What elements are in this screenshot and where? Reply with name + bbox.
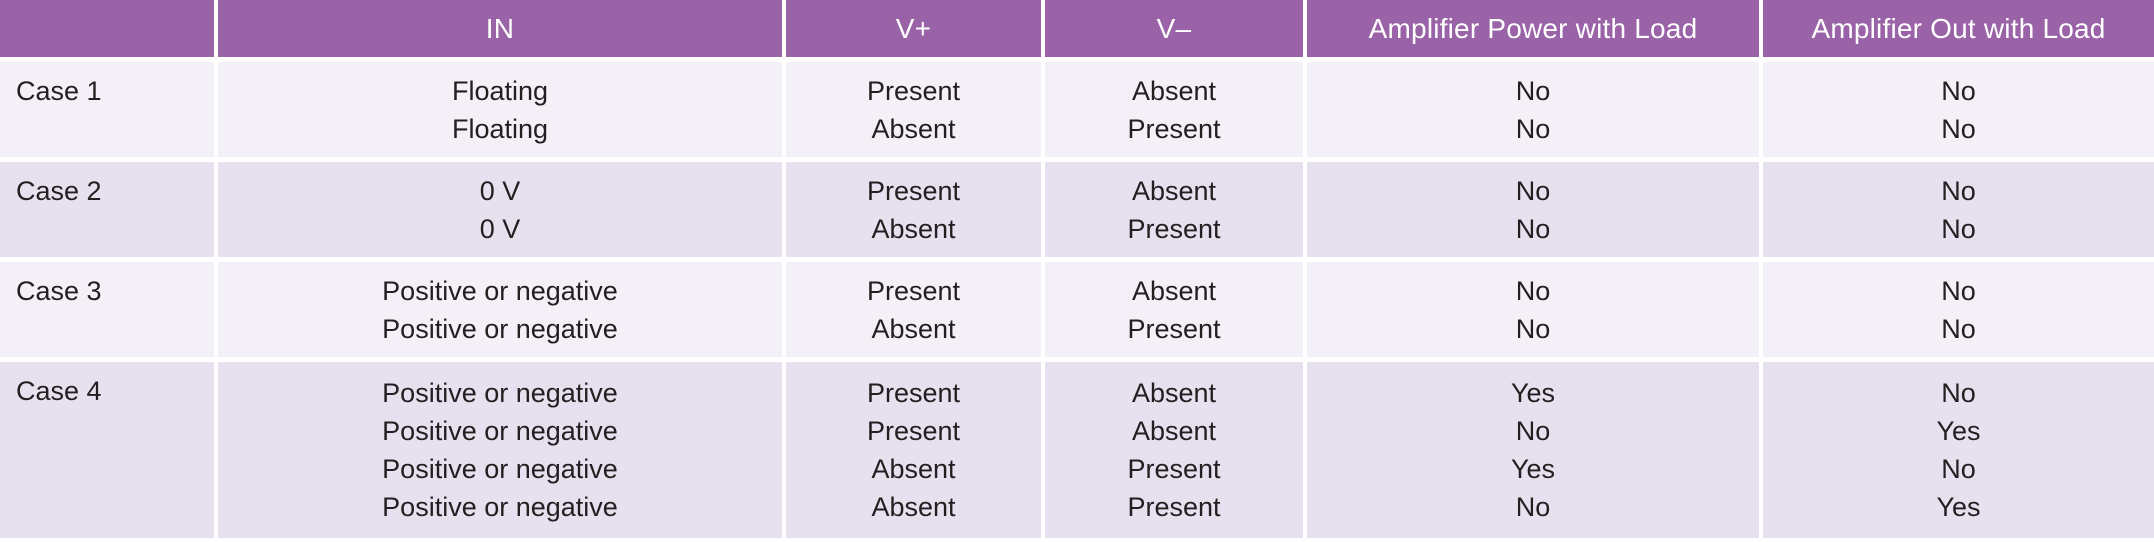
data-cell-v-plus: Present Absent <box>786 162 1045 262</box>
cell-line: No <box>1515 75 1551 106</box>
cell-line: No <box>1941 454 1976 484</box>
data-cell-amp-out: No No <box>1763 162 2154 262</box>
cell-line: Present <box>866 416 961 446</box>
cell-line: No <box>1941 275 1976 306</box>
cell-line: 0 V <box>479 175 521 206</box>
data-cell-v-minus: Absent Present <box>1045 262 1307 362</box>
cell-line: No <box>1941 75 1976 106</box>
data-cell-v-plus: Present Absent <box>786 262 1045 362</box>
cell-line: Positive or negative <box>382 378 618 408</box>
cell-line: Present <box>1127 492 1221 522</box>
table-body: Case 1 Floating Floating Present Absent Absen… <box>0 62 2154 542</box>
cell-line: Present <box>1127 313 1221 344</box>
cell-line: No <box>1941 175 1976 206</box>
cell-line: Present <box>1127 113 1221 144</box>
cell-line: Absent <box>871 454 956 484</box>
cell-line: No <box>1515 275 1551 306</box>
data-cell-v-minus: Absent Present <box>1045 162 1307 262</box>
cell-line: Absent <box>1131 75 1217 106</box>
cell-line: No <box>1515 213 1551 244</box>
data-cell-v-minus: Absent Present <box>1045 62 1307 162</box>
cell-line: No <box>1941 378 1976 408</box>
cell-line: Yes <box>1510 454 1556 484</box>
cell-line: Present <box>866 175 961 206</box>
case-label-cell: Case 2 <box>0 162 218 262</box>
cell-line: Yes <box>1510 378 1556 408</box>
cell-line: Positive or negative <box>382 313 618 344</box>
cell-line: Floating <box>451 75 549 106</box>
cell-line: Positive or negative <box>382 416 618 446</box>
case-label-cell: Case 1 <box>0 62 218 162</box>
data-cell-amp-out: No Yes No Yes <box>1763 362 2154 542</box>
cell-line: Absent <box>1131 416 1217 446</box>
table-row: Case 3 Positive or negative Positive or ne… <box>0 262 2154 362</box>
data-cell-amp-power: No No <box>1307 62 1763 162</box>
cell-line: No <box>1941 213 1976 244</box>
cell-line: 0 V <box>479 213 521 244</box>
cell-line: Absent <box>871 313 956 344</box>
cell-line: Absent <box>1131 175 1217 206</box>
cell-line: No <box>1515 313 1551 344</box>
col-header-amp-power: Amplifier Power with Load <box>1307 0 1763 62</box>
case-label-cell: Case 4 <box>0 362 218 542</box>
data-cell-amp-power: No No <box>1307 162 1763 262</box>
table-row: Case 1 Floating Floating Present Absent Absen… <box>0 62 2154 162</box>
case-label: Case 2 <box>16 176 102 206</box>
cell-line: Absent <box>871 492 956 522</box>
col-header-in: IN <box>218 0 786 62</box>
case-label: Case 3 <box>16 276 102 306</box>
cell-line: No <box>1941 113 1976 144</box>
cell-line: Present <box>866 378 961 408</box>
cell-line: No <box>1515 113 1551 144</box>
cell-line: Absent <box>871 113 956 144</box>
col-header-amp-out: Amplifier Out with Load <box>1763 0 2154 62</box>
data-cell-in: Positive or negative Positive or negative… <box>218 362 786 542</box>
data-cell-v-plus: Present Present Absent Absent <box>786 362 1045 542</box>
case-label: Case 4 <box>16 376 102 406</box>
cell-line: Floating <box>451 113 549 144</box>
col-header-case <box>0 0 218 62</box>
cell-line: Positive or negative <box>382 492 618 522</box>
data-cell-amp-out: No No <box>1763 62 2154 162</box>
cell-line: No <box>1515 175 1551 206</box>
cell-line: No <box>1515 492 1551 522</box>
cell-line: Yes <box>1936 416 1981 446</box>
data-cell-amp-power: No No <box>1307 262 1763 362</box>
cell-line: Absent <box>1131 378 1217 408</box>
col-header-v-minus: V– <box>1045 0 1307 62</box>
cell-line: No <box>1515 416 1551 446</box>
cell-line: Positive or negative <box>382 454 618 484</box>
data-cell-v-minus: Absent Absent Present Present <box>1045 362 1307 542</box>
cell-line: Present <box>1127 213 1221 244</box>
data-cell-in: Floating Floating <box>218 62 786 162</box>
data-cell-v-plus: Present Absent <box>786 62 1045 162</box>
cell-line: No <box>1941 313 1976 344</box>
cell-line: Absent <box>871 213 956 244</box>
table-row: Case 4 Positive or negative Positive or ne… <box>0 362 2154 542</box>
data-cell-amp-out: No No <box>1763 262 2154 362</box>
case-label-cell: Case 3 <box>0 262 218 362</box>
cell-line: Present <box>866 275 961 306</box>
cell-line: Yes <box>1936 492 1981 522</box>
cell-line: Present <box>866 75 961 106</box>
cell-line: Present <box>1127 454 1221 484</box>
data-cell-in: Positive or negative Positive or negative <box>218 262 786 362</box>
case-label: Case 1 <box>16 76 102 106</box>
table-header-row: IN V+ V– Amplifier Power with Load Ampli… <box>0 0 2154 62</box>
cell-line: Absent <box>1131 275 1217 306</box>
col-header-v-plus: V+ <box>786 0 1045 62</box>
cell-line: Positive or negative <box>382 275 618 306</box>
data-cell-amp-power: Yes No Yes No <box>1307 362 1763 542</box>
